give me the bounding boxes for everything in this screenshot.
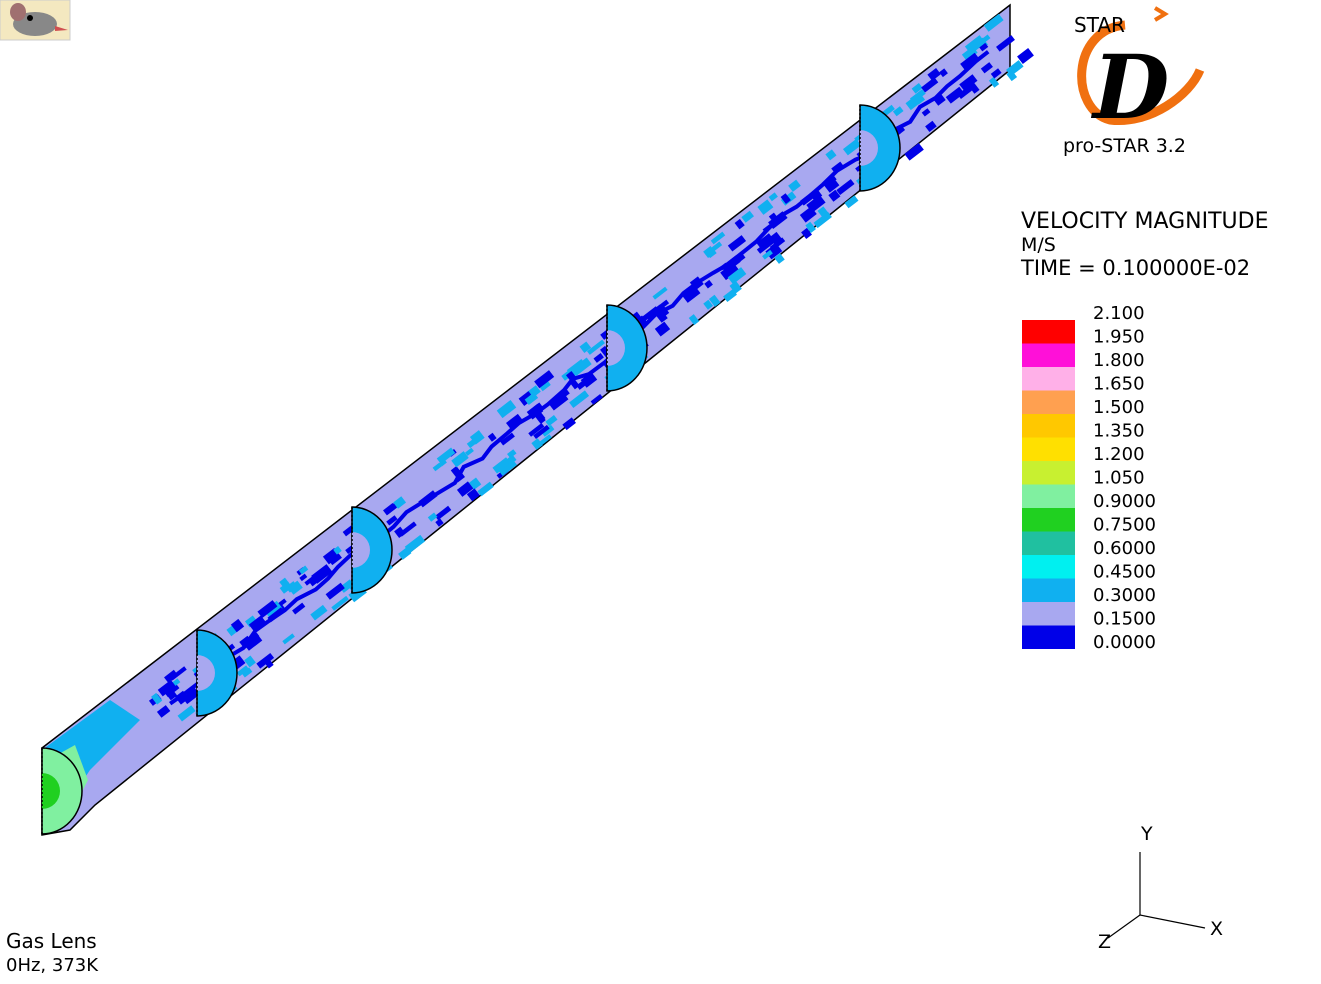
caption-conditions: 0Hz, 373K	[6, 955, 99, 976]
legend-level: 1.500	[1093, 397, 1145, 418]
caption-title: Gas Lens	[6, 929, 97, 953]
legend-level: 0.4500	[1093, 562, 1156, 583]
legend-swatch	[1022, 532, 1075, 556]
legend-level: 1.650	[1093, 374, 1145, 395]
legend-swatch	[1022, 485, 1075, 509]
axis-x: X	[1210, 918, 1223, 940]
visualization: STAR D pro-STAR 3.2 VELOCITY MAGNITUDE M…	[0, 0, 1321, 984]
legend-level: 0.3000	[1093, 585, 1156, 606]
legend-swatch	[1022, 344, 1075, 368]
legend-swatch	[1022, 391, 1075, 415]
legend-swatch	[1022, 414, 1075, 438]
star-logo: STAR D pro-STAR 3.2	[1063, 8, 1200, 157]
legend-swatch	[1022, 626, 1075, 650]
logo-brand: STAR	[1074, 13, 1125, 37]
legend-swatch	[1022, 508, 1075, 532]
legend-title: VELOCITY MAGNITUDE	[1021, 209, 1268, 234]
legend-swatch	[1022, 555, 1075, 579]
legend-swatch	[1022, 367, 1075, 391]
legend-level: 0.1500	[1093, 609, 1156, 630]
legend-swatch	[1022, 438, 1075, 462]
pipe-model	[42, 5, 1034, 835]
legend-level: 1.350	[1093, 421, 1145, 442]
legend-swatch	[1022, 461, 1075, 485]
legend-level: 2.100	[1093, 303, 1145, 324]
axis-y: Y	[1140, 823, 1153, 845]
axis-z: Z	[1098, 931, 1111, 953]
legend-swatch	[1022, 602, 1075, 626]
legend-swatch	[1022, 320, 1075, 344]
logo-letter: D	[1090, 35, 1169, 139]
legend-level: 1.800	[1093, 350, 1145, 371]
legend-level: 1.950	[1093, 327, 1145, 348]
legend-swatch	[1022, 579, 1075, 603]
legend-level: 0.9000	[1093, 491, 1156, 512]
legend-level: 0.0000	[1093, 632, 1156, 653]
legend-level: 0.7500	[1093, 515, 1156, 536]
mouse-icon	[0, 0, 70, 40]
legend-level: 1.050	[1093, 468, 1145, 489]
legend-time: TIME = 0.100000E-02	[1020, 256, 1250, 280]
legend-level: 0.6000	[1093, 538, 1156, 559]
screen: STAR D pro-STAR 3.2 VELOCITY MAGNITUDE M…	[0, 0, 1321, 984]
axis-triad	[1108, 852, 1205, 938]
legend-unit: M/S	[1021, 234, 1056, 256]
logo-product: pro-STAR 3.2	[1063, 135, 1186, 157]
legend-level: 1.200	[1093, 444, 1145, 465]
